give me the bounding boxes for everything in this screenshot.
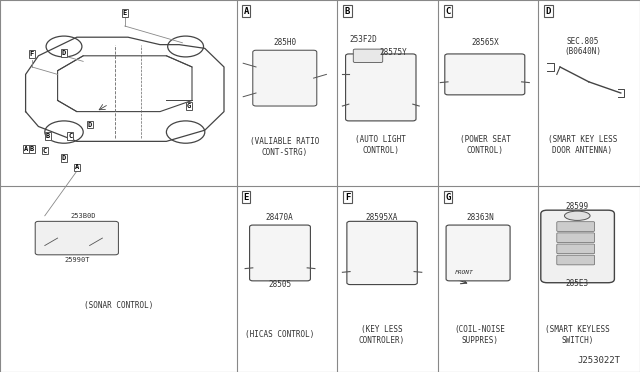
Text: A: A — [24, 146, 28, 152]
FancyBboxPatch shape — [557, 233, 595, 243]
Text: C: C — [445, 7, 451, 16]
Text: 28470A: 28470A — [266, 213, 294, 222]
FancyBboxPatch shape — [250, 225, 310, 281]
Text: E: E — [244, 193, 249, 202]
FancyBboxPatch shape — [35, 221, 118, 255]
Text: (SMART KEYLESS
SWITCH): (SMART KEYLESS SWITCH) — [545, 325, 610, 344]
Text: E: E — [123, 10, 127, 16]
Text: (COIL-NOISE
SUPPRES): (COIL-NOISE SUPPRES) — [454, 325, 506, 344]
Text: 28505: 28505 — [268, 280, 291, 289]
FancyBboxPatch shape — [557, 255, 595, 265]
Text: B: B — [46, 133, 50, 139]
FancyBboxPatch shape — [445, 54, 525, 95]
FancyBboxPatch shape — [446, 225, 510, 281]
Ellipse shape — [564, 211, 590, 220]
Text: FRONT: FRONT — [454, 270, 473, 275]
Text: D: D — [62, 50, 66, 56]
Text: G: G — [445, 193, 451, 202]
Text: D: D — [546, 7, 551, 16]
Text: (SONAR CONTROL): (SONAR CONTROL) — [84, 301, 153, 310]
Text: 28363N: 28363N — [466, 213, 494, 222]
Text: 28595XA: 28595XA — [366, 213, 398, 222]
Text: G: G — [187, 103, 191, 109]
Text: B: B — [345, 7, 350, 16]
FancyBboxPatch shape — [346, 54, 416, 121]
FancyBboxPatch shape — [557, 222, 595, 231]
Text: 28565X: 28565X — [471, 38, 499, 47]
Text: (KEY LESS
CONTROLER): (KEY LESS CONTROLER) — [359, 325, 405, 344]
Text: C: C — [68, 133, 72, 139]
Text: B: B — [30, 146, 34, 152]
Text: F: F — [345, 193, 350, 202]
Text: 285H0: 285H0 — [273, 38, 296, 47]
Text: J253022T: J253022T — [578, 356, 621, 365]
Text: (SMART KEY LESS
DOOR ANTENNA): (SMART KEY LESS DOOR ANTENNA) — [548, 135, 617, 155]
FancyBboxPatch shape — [253, 50, 317, 106]
Text: 253F2D: 253F2D — [349, 35, 378, 44]
Text: A: A — [75, 164, 79, 170]
FancyBboxPatch shape — [557, 244, 595, 254]
Text: (AUTO LIGHT
CONTROL): (AUTO LIGHT CONTROL) — [355, 135, 406, 155]
Text: 285E3: 285E3 — [566, 279, 589, 288]
Text: C: C — [43, 148, 47, 154]
Text: D: D — [62, 155, 66, 161]
Text: 28575Y: 28575Y — [380, 48, 408, 57]
FancyBboxPatch shape — [541, 210, 614, 283]
Text: 28599: 28599 — [566, 202, 589, 211]
Text: 25990T: 25990T — [64, 257, 90, 263]
Text: 253B0D: 253B0D — [70, 213, 96, 219]
Text: (VALIABLE RATIO
CONT-STRG): (VALIABLE RATIO CONT-STRG) — [250, 137, 319, 157]
Text: D: D — [88, 122, 92, 128]
Text: F: F — [30, 51, 34, 57]
Text: (POWER SEAT
CONTROL): (POWER SEAT CONTROL) — [460, 135, 511, 155]
Text: (HICAS CONTROL): (HICAS CONTROL) — [245, 330, 314, 339]
FancyBboxPatch shape — [347, 221, 417, 285]
Text: A: A — [244, 7, 249, 16]
FancyBboxPatch shape — [353, 49, 383, 62]
Text: SEC.805
(B0640N): SEC.805 (B0640N) — [564, 37, 601, 56]
